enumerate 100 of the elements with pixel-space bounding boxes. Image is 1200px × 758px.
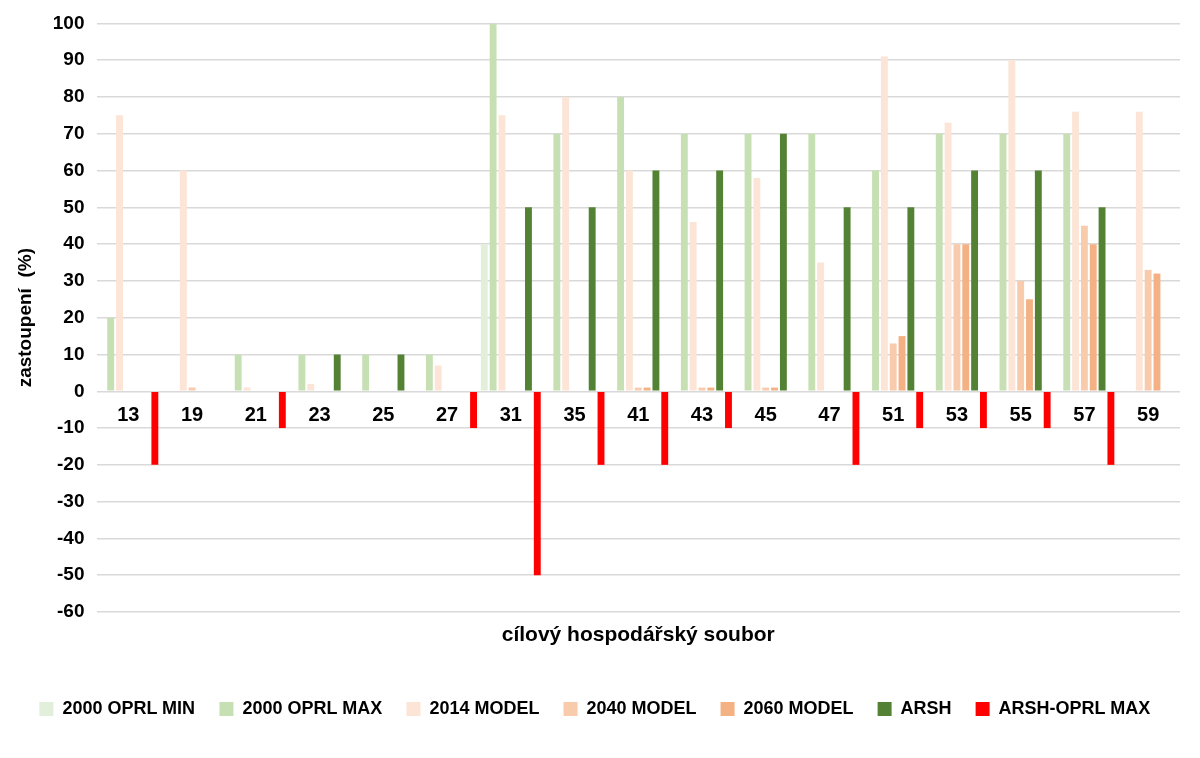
bar [725,392,732,429]
bar [533,392,541,576]
bar [1135,111,1143,391]
y-tick-label: -30 [57,489,85,511]
bar [907,207,915,391]
y-tick-label: 0 [73,379,85,401]
bar [779,133,787,391]
bar [680,133,688,391]
bar [744,133,752,391]
y-tick-label: -20 [57,453,85,475]
bar [707,387,715,391]
x-tick-label: 55 [1009,402,1032,425]
bar [889,343,897,391]
bar [278,392,286,429]
legend-label: ARSH [900,697,952,718]
y-tick-label: -50 [57,563,85,585]
bar [1072,111,1080,391]
legend-label: 2060 MODEL [743,697,854,718]
bar [188,387,196,391]
x-tick-label: 27 [435,402,459,425]
x-tick-label: 43 [690,402,714,425]
x-tick-label: 57 [1073,402,1096,425]
bar [397,354,405,391]
x-tick-label: 45 [754,402,777,425]
bar [434,365,442,391]
bar [753,177,761,391]
x-tick-label: 23 [308,402,331,425]
x-tick-label: 53 [945,402,969,425]
bar [307,383,315,391]
bar [1034,170,1042,391]
x-tick-label: 31 [499,402,522,425]
bar [880,56,888,391]
legend-label: 2000 OPRL MAX [242,697,383,718]
y-tick-label: -60 [57,600,85,622]
bar [652,170,660,391]
bar [470,392,477,429]
x-tick-label: 13 [117,402,140,425]
bar [1017,280,1025,391]
y-tick-label: 60 [63,158,85,180]
legend-label: ARSH-OPRL MAX [998,697,1151,718]
y-tick-label: 30 [63,269,85,291]
legend-label: 2040 MODEL [586,697,697,718]
y-tick-label: 100 [52,11,85,33]
bar [962,244,970,391]
bar [1107,392,1115,465]
bar [333,354,341,391]
y-tick-label: 40 [63,232,85,254]
x-axis-title: cílový hospodářský soubor [500,622,776,646]
bar [525,207,532,391]
x-tick-label: 25 [372,402,395,425]
legend-label: 2014 MODEL [429,697,540,718]
bar [625,170,633,391]
bar [1089,244,1097,391]
y-tick-label: 20 [63,305,85,327]
bar [916,392,924,429]
x-tick-label: 19 [180,402,204,425]
bar [151,392,159,465]
bar [588,207,596,391]
bar [661,392,669,465]
bar [298,354,306,391]
bar [1063,133,1071,391]
bar [762,387,770,391]
x-tick-label: 47 [818,402,841,425]
bar [425,354,433,391]
bar [872,170,879,391]
y-tick-label: 50 [63,195,85,217]
bar [234,354,242,391]
bar [489,23,497,391]
bar [979,392,987,429]
bar [107,317,115,391]
bar [716,170,724,391]
bar [634,387,642,391]
bar [1080,225,1088,391]
bar [689,222,697,391]
bar [1026,299,1033,391]
bar [1098,207,1106,391]
bar [1144,269,1152,391]
bar [553,133,561,391]
bar [843,207,851,391]
y-tick-label: 10 [63,342,85,364]
bar [698,387,706,391]
x-tick-label: 41 [627,402,650,425]
bar [771,387,778,391]
bar [617,96,625,391]
y-tick-label: 70 [63,122,85,143]
bar [944,122,952,391]
bar [480,244,488,391]
y-tick-label: -40 [57,526,85,548]
x-tick-label: 35 [563,402,586,425]
y-axis-title: zastoupení (%) [13,248,35,388]
y-tick-label: -10 [57,416,85,438]
bar [1008,60,1016,391]
legend-label: 2000 OPRL MIN [62,697,196,718]
y-tick-label: 90 [63,48,85,70]
x-tick-label: 51 [882,402,905,425]
bar [953,244,961,391]
bar [1043,392,1051,429]
bar [935,133,943,391]
bar [179,170,187,391]
bar [808,133,816,391]
